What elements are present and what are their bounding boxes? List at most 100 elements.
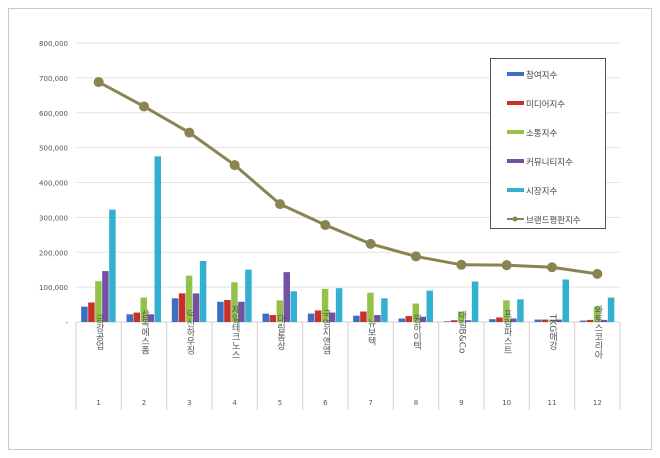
bar-소통지수 [457, 311, 465, 322]
legend-label: 미디어지수 [526, 99, 565, 110]
rank-label: 5 [278, 399, 282, 407]
bar-소통지수 [276, 300, 283, 322]
y-tick-label: - [65, 319, 68, 327]
rank-label: 2 [142, 399, 146, 407]
bar-미디어지수 [178, 293, 186, 322]
category-label: 뉴보텍 [366, 318, 376, 346]
rank-label: 12 [593, 399, 602, 407]
bar-커뮤니티지수 [328, 312, 336, 322]
legend [490, 58, 606, 229]
rank-label: 7 [368, 399, 372, 407]
legend-marker [512, 216, 518, 222]
bar-참여지수 [353, 315, 360, 322]
line-marker [139, 101, 149, 112]
bar-참여지수 [579, 320, 587, 322]
legend-swatch [507, 101, 524, 105]
bar-커뮤니티지수 [283, 272, 290, 322]
category-label: 국영지앤엠 [320, 309, 330, 354]
bar-참여지수 [534, 319, 541, 322]
bar-시장지수 [471, 281, 479, 322]
y-tick-label: 700,000 [39, 75, 68, 83]
bar-참여지수 [489, 319, 496, 322]
bar-커뮤니티지수 [102, 271, 109, 322]
line-브랜드평판지수 [97, 80, 598, 276]
category-label: 대림통상 [275, 314, 285, 350]
bar-커뮤니티지수 [374, 315, 381, 322]
bar-시장지수 [335, 288, 343, 322]
bar-소통지수 [367, 292, 374, 322]
category-label: 삼목에스폼 [139, 309, 149, 354]
line-marker [456, 259, 467, 270]
rank-label: 6 [323, 399, 328, 407]
bar-소통지수 [593, 306, 601, 322]
rank-label: 10 [502, 399, 511, 407]
bar-소통지수 [185, 275, 193, 322]
line-marker [365, 238, 376, 249]
bar-미디어지수 [450, 320, 458, 322]
bar-시장지수 [426, 290, 433, 322]
bar-커뮤니티지수 [464, 320, 472, 322]
bar-미디어지수 [496, 317, 503, 322]
line-marker [411, 251, 421, 262]
line-marker [275, 199, 285, 210]
bar-미디어지수 [88, 302, 95, 322]
y-tick-label: 800,000 [39, 40, 68, 48]
line-marker [184, 127, 195, 138]
bar-참여지수 [398, 318, 405, 322]
bar-소통지수 [321, 288, 329, 322]
legend-swatch [507, 188, 524, 192]
category-label: 제일테크노스 [230, 305, 240, 359]
category-label: 와토스코리아 [592, 304, 602, 360]
bar-참여지수 [81, 306, 88, 322]
category-label: TKG애강 [547, 313, 557, 350]
legend-swatch [507, 72, 524, 76]
bar-시장지수 [245, 269, 252, 322]
rank-label: 3 [187, 399, 191, 407]
category-label: 프럼파스트 [502, 310, 512, 355]
rank-label: 4 [232, 399, 237, 407]
legend-swatch [507, 159, 524, 163]
bar-소통지수 [95, 281, 102, 322]
bar-커뮤니티지수 [192, 293, 200, 322]
bar-시장지수 [109, 209, 116, 322]
bar-참여지수 [307, 313, 315, 322]
line-marker [501, 260, 512, 271]
y-tick-label: 500,000 [39, 145, 68, 153]
bar-소통지수 [503, 300, 510, 322]
line-marker [93, 77, 104, 88]
bar-참여지수 [262, 313, 269, 322]
bar-커뮤니티지수 [600, 319, 608, 322]
line-marker [229, 160, 240, 171]
rank-label: 11 [548, 399, 557, 407]
bar-커뮤니티지수 [238, 301, 245, 322]
bar-미디어지수 [586, 319, 594, 322]
bar-참여지수 [126, 314, 133, 322]
rank-label: 8 [414, 399, 418, 407]
bar-소통지수 [231, 282, 238, 322]
bar-참여지수 [443, 321, 451, 322]
y-tick-label: 100,000 [39, 284, 68, 292]
bar-미디어지수 [360, 311, 367, 322]
bar-시장지수 [154, 156, 161, 322]
legend-label: 브랜드평판지수 [526, 215, 581, 226]
bar-커뮤니티지수 [419, 316, 426, 322]
bar-커뮤니티지수 [147, 314, 154, 322]
bar-미디어지수 [541, 319, 548, 322]
bar-미디어지수 [133, 312, 140, 322]
rank-label: 1 [96, 399, 100, 407]
bar-시장지수 [607, 297, 615, 322]
bar-소통지수 [140, 297, 147, 322]
legend-label: 소통지수 [526, 129, 557, 139]
legend-label: 커뮤니티지수 [526, 157, 573, 168]
bar-커뮤니티지수 [555, 319, 562, 322]
bar-시장지수 [517, 299, 524, 322]
bar-소통지수 [412, 303, 419, 322]
legend-swatch [507, 130, 524, 134]
bar-참여지수 [217, 301, 224, 322]
line-marker [592, 268, 603, 279]
y-tick-label: 300,000 [39, 214, 68, 222]
legend-label: 참여지수 [526, 70, 557, 81]
bar-미디어지수 [405, 316, 412, 322]
